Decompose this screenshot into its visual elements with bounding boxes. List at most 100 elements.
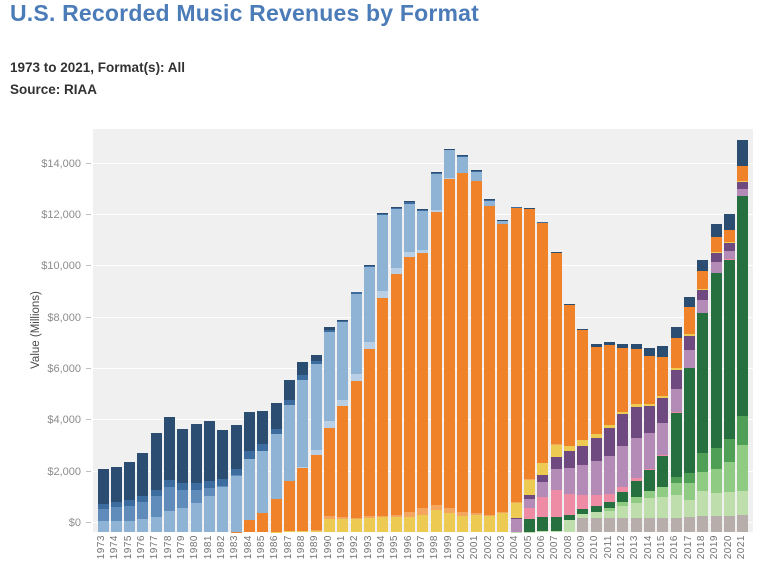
music-video-segment[interactable] [630,403,642,407]
music-video-segment[interactable] [417,514,429,532]
paid-subscription-segment[interactable] [550,516,562,532]
download-album-segment[interactable] [604,427,616,456]
music-video-segment[interactable] [470,514,482,532]
paid-subscription-segment[interactable] [697,313,709,453]
cd-segment[interactable] [244,520,256,532]
cd-segment[interactable] [604,345,616,425]
cd-segment[interactable] [257,513,269,532]
cassette-single-segment[interactable] [430,209,442,212]
paid-subscription-segment[interactable] [577,508,589,515]
lp-ep-segment[interactable] [457,155,469,156]
soundexchange-segment[interactable] [724,491,736,517]
cd-segment[interactable] [404,257,416,513]
cd-segment[interactable] [350,381,362,518]
cd-segment[interactable] [737,166,749,182]
cd-segment[interactable] [590,346,602,434]
cassette-segment[interactable] [297,379,309,467]
cd-segment[interactable] [377,298,389,516]
limited-tier-subscription-segment[interactable] [670,477,682,484]
cassette-segment[interactable] [510,207,522,209]
download-single-segment[interactable] [524,498,536,508]
cd-segment[interactable] [364,349,376,517]
ad-supported-streaming-segment[interactable] [724,461,736,492]
paid-subscription-segment[interactable] [737,196,749,416]
lp-ep-segment[interactable] [617,344,629,349]
eight-track-segment[interactable] [110,506,122,521]
music-video-segment[interactable] [377,517,389,532]
vinyl-single-segment[interactable] [417,209,429,211]
vinyl-single-segment[interactable] [444,149,456,151]
cd-segment[interactable] [310,454,322,531]
paid-subscription-segment[interactable] [644,470,656,491]
music-video-segment[interactable] [324,518,336,532]
cd-segment[interactable] [457,172,469,513]
cd-single-segment[interactable] [310,530,322,531]
lp-ep-segment[interactable] [217,429,229,479]
music-video-segment[interactable] [644,403,656,406]
lp-ep-segment[interactable] [137,452,149,496]
ad-supported-streaming-segment[interactable] [697,471,709,492]
cassette-segment[interactable] [377,215,389,292]
lp-ep-segment[interactable] [324,327,336,330]
download-album-segment[interactable] [550,456,562,470]
eight-track-segment[interactable] [190,489,202,504]
cassette-single-segment[interactable] [390,267,402,274]
cd-segment[interactable] [324,427,336,517]
ringtones-segment[interactable] [697,312,709,314]
lp-ep-segment[interactable] [430,172,442,173]
music-video-segment[interactable] [617,411,629,415]
download-album-segment[interactable] [537,475,549,483]
synchronization-segment[interactable] [577,518,589,532]
download-single-segment[interactable] [724,251,736,260]
eight-track-segment[interactable] [177,490,189,508]
ad-supported-streaming-segment[interactable] [644,490,656,499]
download-album-segment[interactable] [737,181,749,189]
cassette-segment[interactable] [270,434,282,499]
paid-subscription-segment[interactable] [670,413,682,478]
soundexchange-segment[interactable] [537,531,549,532]
cd-segment[interactable] [657,356,669,396]
lp-ep-segment[interactable] [257,411,269,444]
lp-ep-segment[interactable] [550,252,562,253]
cd-segment[interactable] [270,498,282,532]
cd-single-segment[interactable] [444,507,456,514]
music-video-segment[interactable] [350,518,362,532]
music-video-segment[interactable] [510,502,522,519]
soundexchange-segment[interactable] [630,502,642,519]
soundexchange-segment[interactable] [697,491,709,516]
lp-ep-segment[interactable] [390,206,402,208]
lp-ep-segment[interactable] [337,320,349,321]
download-album-segment[interactable] [710,253,722,263]
paid-subscription-segment[interactable] [604,501,616,508]
synchronization-segment[interactable] [697,515,709,532]
music-video-segment[interactable] [604,424,616,428]
vinyl-single-segment[interactable] [137,495,149,502]
cassette-segment[interactable] [244,459,256,521]
vinyl-single-segment[interactable] [310,360,322,364]
vinyl-single-segment[interactable] [110,501,122,507]
lp-ep-segment[interactable] [284,379,296,400]
ringtones-segment[interactable] [577,494,589,509]
paid-subscription-segment[interactable] [724,259,736,440]
vinyl-single-segment[interactable] [284,399,296,406]
ringtones-segment[interactable] [710,272,722,274]
download-album-segment[interactable] [510,518,522,520]
cd-segment[interactable] [284,481,296,532]
vinyl-single-segment[interactable] [457,155,469,157]
vinyl-single-segment[interactable] [124,500,136,506]
synchronization-segment[interactable] [724,516,736,532]
music-video-segment[interactable] [270,531,282,532]
synchronization-segment[interactable] [590,518,602,532]
vinyl-single-segment[interactable] [337,320,349,323]
limited-tier-subscription-segment[interactable] [697,452,709,472]
cassette-segment[interactable] [337,322,349,400]
vinyl-single-segment[interactable] [217,478,229,487]
vinyl-single-segment[interactable] [164,480,176,488]
vinyl-single-segment[interactable] [204,481,216,488]
vinyl-single-segment[interactable] [270,428,282,435]
cd-segment[interactable] [470,181,482,513]
cd-single-segment[interactable] [350,517,362,519]
vinyl-single-segment[interactable] [497,220,509,222]
ad-supported-streaming-segment[interactable] [657,487,669,498]
vinyl-single-segment[interactable] [244,451,256,460]
